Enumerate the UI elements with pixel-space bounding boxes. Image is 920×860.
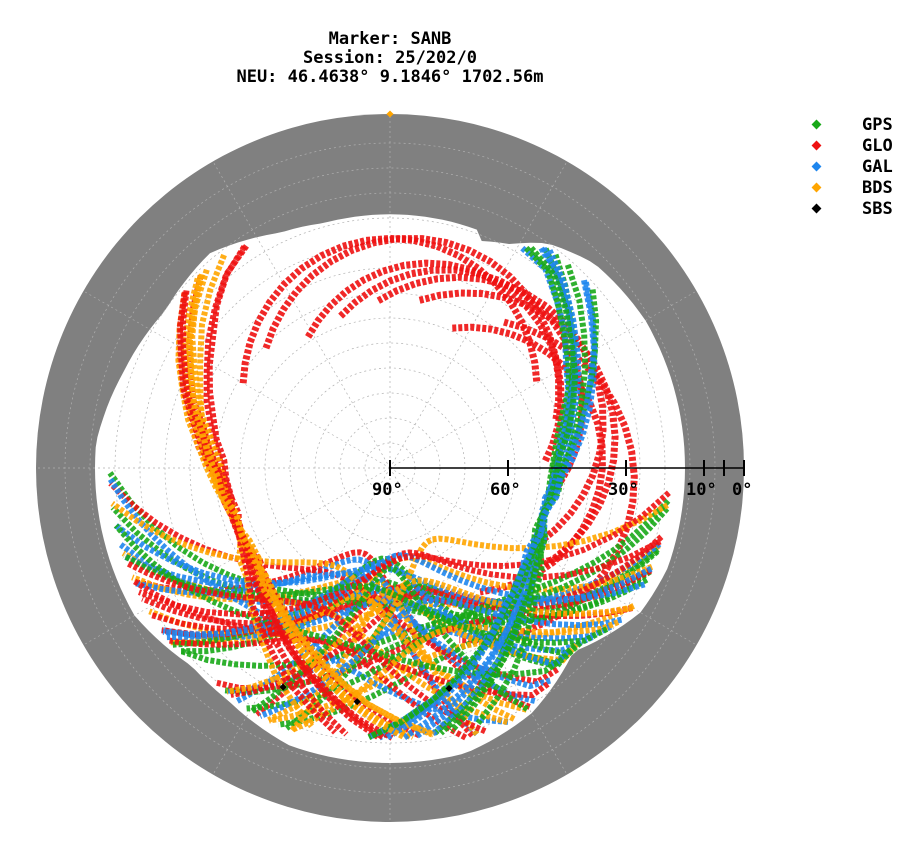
legend-label-glo: GLO	[862, 135, 893, 156]
legend-item-gps: GPS	[808, 114, 893, 135]
elevation-tick-label: 30°	[608, 480, 639, 500]
track-glo	[125, 560, 487, 735]
track-gps	[475, 253, 578, 726]
title-marker-line: Marker: SANB	[328, 29, 452, 49]
track-bds	[185, 273, 407, 741]
grid-spoke	[389, 161, 568, 469]
legend-label-sbs: SBS	[862, 198, 893, 219]
grid-spoke	[83, 290, 391, 469]
legend-item-gal: GAL	[808, 156, 893, 177]
legend: GPS GLO GAL BDS SBS	[808, 114, 893, 219]
legend-label-gps: GPS	[862, 114, 893, 135]
elevation-tick-label: 60°	[490, 480, 521, 500]
track-glo	[206, 245, 338, 735]
track-glo	[262, 235, 563, 421]
track-glo	[376, 273, 607, 545]
title-session-line: Session: 25/202/0	[303, 48, 477, 68]
legend-marker-glo	[811, 140, 822, 151]
track-bds	[289, 588, 480, 737]
grid-spoke	[212, 161, 391, 469]
sbs-point	[353, 698, 361, 706]
track-glo	[179, 290, 349, 737]
grid-spoke	[389, 290, 697, 469]
track-glo	[459, 318, 638, 644]
elevation-tick-label: 10°	[686, 480, 717, 500]
track-glo	[230, 588, 633, 698]
sbs-point	[279, 683, 287, 691]
track-gps	[107, 471, 660, 620]
track-gps	[250, 565, 529, 714]
title-position-line: NEU: 46.4638° 9.1846° 1702.56m	[236, 67, 544, 87]
legend-label-bds: BDS	[862, 177, 893, 198]
legend-item-glo: GLO	[808, 135, 893, 156]
track-bds	[290, 619, 620, 733]
track-gal	[384, 279, 597, 741]
bds-point	[386, 110, 394, 118]
elevation-tick-label: 0°	[732, 480, 752, 500]
sbs-point	[445, 684, 453, 692]
track-bds	[189, 275, 314, 729]
track-bds	[110, 500, 528, 713]
track-glo	[239, 234, 541, 384]
track-bds	[182, 277, 434, 738]
legend-item-sbs: SBS	[808, 198, 893, 219]
chart-title: Marker: SANB Session: 25/202/0 NEU: 46.4…	[160, 30, 620, 87]
track-glo	[203, 244, 394, 741]
legend-marker-gal	[811, 161, 822, 172]
legend-marker-gps	[811, 119, 822, 130]
legend-item-bds: BDS	[808, 177, 893, 198]
legend-marker-sbs	[811, 203, 822, 214]
elevation-tick-label: 90°	[372, 480, 403, 500]
legend-label-gal: GAL	[862, 156, 893, 177]
legend-marker-bds	[811, 182, 822, 193]
